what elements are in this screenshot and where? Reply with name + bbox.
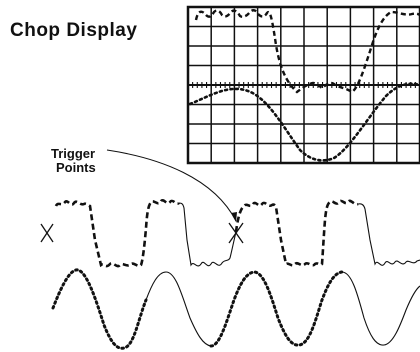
oscilloscope-screen xyxy=(186,5,420,165)
trigger-points-label: Trigger Points xyxy=(51,147,96,175)
channel-1-square-trace xyxy=(194,9,420,94)
channel-a-segment-2 xyxy=(178,202,237,267)
figure-title: Chop Display xyxy=(10,20,138,41)
trigger-callout-arrow xyxy=(106,149,237,222)
channel-b-segment-1 xyxy=(51,268,148,350)
channel-b-segment-3 xyxy=(209,270,344,348)
channel-a-segment-1 xyxy=(54,199,180,268)
graticule-center-ticks xyxy=(192,82,416,88)
trigger-points-label-line1: Trigger xyxy=(51,146,96,161)
chop-traces xyxy=(40,149,420,350)
channel-2-sine-trace xyxy=(188,82,420,162)
trigger-point-marker-1 xyxy=(40,223,54,243)
trigger-callout-arrowhead xyxy=(231,212,237,222)
channel-b-segment-4 xyxy=(341,271,420,346)
trigger-point-marker-2 xyxy=(228,222,244,244)
channel-a-segment-3 xyxy=(234,199,359,267)
trigger-points-label-line2: Points xyxy=(56,160,96,175)
channel-a-segment-4 xyxy=(357,203,420,266)
channel-b-segment-2 xyxy=(145,271,212,347)
